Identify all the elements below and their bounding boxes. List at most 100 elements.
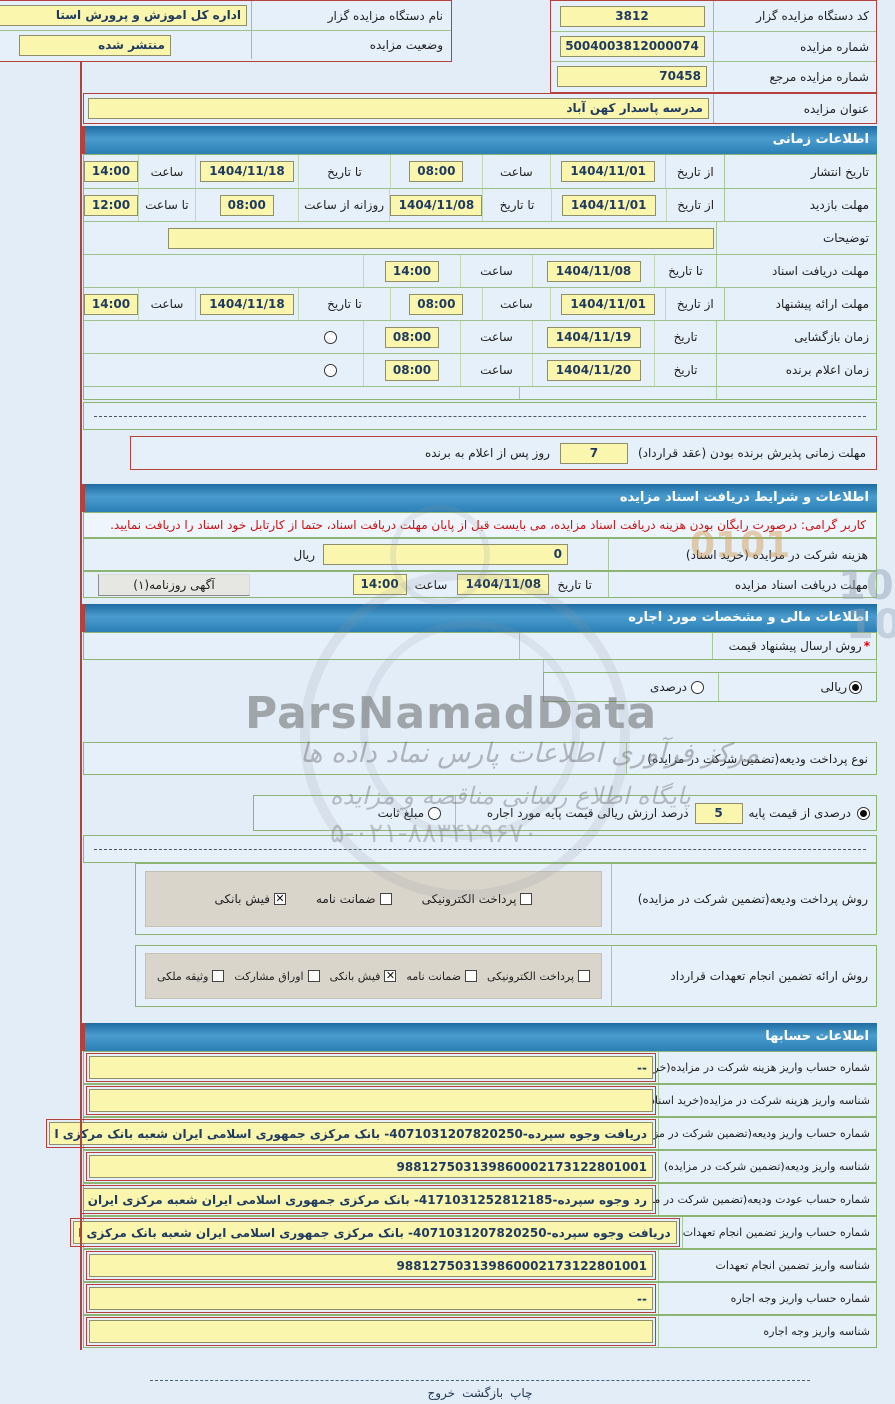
time-field[interactable]: 14:00: [385, 260, 439, 282]
time-field[interactable]: 14:00: [84, 293, 139, 315]
account-value-box: 988127503139860002173122801001: [86, 1152, 656, 1181]
newspaper-ad-button[interactable]: آگهی روزنامه(۱): [98, 573, 250, 596]
time-field[interactable]: 08:00: [385, 326, 439, 348]
option-guarantee-letter: ضمانت نامه: [316, 892, 392, 906]
row-label: مهلت بازدید: [724, 189, 876, 221]
percent-base-option: درصدی از قیمت پایه 5 درصد ارزش ریالی قیم…: [456, 796, 876, 830]
winner-acceptance-label: مهلت زمانی پذیرش برنده بودن (عقد قرارداد…: [637, 446, 866, 460]
date-field[interactable]: 1404/11/18: [199, 293, 294, 315]
account-label: شماره حساب واریز هزینه شرکت در مزایده(خر…: [613, 1052, 876, 1083]
fixed-amount-radio[interactable]: [428, 806, 441, 820]
exit-link[interactable]: خروج: [427, 1386, 456, 1400]
bank-slip-checkbox[interactable]: [384, 969, 397, 982]
date-field[interactable]: 1404/11/08: [546, 260, 641, 282]
guarantee-letter-checkbox[interactable]: [379, 893, 392, 905]
percent-radio[interactable]: [691, 680, 704, 694]
option-guarantee-letter: ضمانت نامه: [406, 970, 478, 983]
agency-code-field[interactable]: 3812: [559, 5, 705, 27]
time-field[interactable]: 14:00: [84, 161, 139, 182]
section-header-docs: اطلاعات و شرایط دریافت اسناد مزایده: [82, 484, 877, 512]
time-field[interactable]: 08:00: [219, 194, 274, 216]
winner-acceptance-days-field[interactable]: 7: [559, 442, 628, 464]
table-row: شماره مزایده مرجع 70458: [551, 61, 876, 91]
docs-deadline-time-field[interactable]: 14:00: [352, 574, 407, 595]
electronic-payment-checkbox[interactable]: [578, 970, 591, 982]
time-field[interactable]: 08:00: [409, 161, 464, 182]
price-method-label: روش ارسال پیشنهاد قیمت: [728, 639, 862, 653]
account-value-field[interactable]: --: [89, 1287, 653, 1310]
guarantee-letter-checkbox[interactable]: [465, 970, 478, 982]
account-value-field[interactable]: رد وجوه سپرده-4171031252812185- بانک مرک…: [82, 1188, 653, 1211]
electronic-payment-checkbox[interactable]: [520, 893, 533, 905]
auction-title-field[interactable]: مدرسه پاسدار کهن آباد: [88, 98, 709, 119]
account-label: شناسه واریز وجه اجاره: [658, 1316, 876, 1347]
reference-number-label: شماره مزایده مرجع: [713, 62, 876, 91]
date-field[interactable]: 1404/11/19: [546, 326, 641, 348]
time-field[interactable]: 08:00: [409, 293, 464, 315]
participation-fee-field[interactable]: 0: [323, 544, 568, 565]
rial-radio[interactable]: [849, 680, 862, 694]
participation-fee-label: هزینه شرکت در مزایده (خرید اسناد): [608, 539, 876, 570]
description-field[interactable]: [168, 227, 714, 249]
account-value-field[interactable]: دریافت وجوه سپرده-4071031207820250- بانک…: [73, 1221, 677, 1244]
account-value-field[interactable]: 988127503139860002173122801001: [89, 1155, 653, 1178]
percent-base-radio[interactable]: [857, 806, 870, 820]
price-method-label-cell: * روش ارسال پیشنهاد قیمت: [712, 633, 876, 659]
footer-links: چاپ بازگشت خروج: [83, 1386, 877, 1400]
account-value-field[interactable]: دریافت وجوه سپرده-4071031207820250- بانک…: [49, 1122, 653, 1145]
date-field[interactable]: 1404/11/08: [390, 194, 483, 216]
account-row: شناسه واریز وجه اجاره: [83, 1315, 877, 1348]
sub-label: تاریخ: [654, 354, 716, 386]
account-value-field[interactable]: 988127503139860002173122801001: [89, 1254, 653, 1277]
opening-time-row: زمان بازگشایی تاریخ 1404/11/19 ساعت 08:0…: [84, 320, 876, 353]
account-label: شماره حساب واریز تضمین انجام تعهدات: [681, 1217, 876, 1248]
participation-bonds-checkbox[interactable]: [307, 970, 320, 982]
account-value-field[interactable]: [89, 1320, 653, 1343]
print-link[interactable]: چاپ: [510, 1386, 533, 1400]
table-row: نام دستگاه مزایده گزار اداره کل اموزش و …: [0, 1, 451, 30]
account-value-field[interactable]: [89, 1089, 653, 1112]
auction-status-field[interactable]: منتشر شده: [19, 34, 171, 56]
sub-label: تا ساعت: [138, 189, 195, 221]
deposit-type-row: نوع پرداخت ودیعه(تضمین شرکت در مزایده): [83, 742, 877, 775]
sub-label: از تاریخ: [665, 189, 725, 221]
back-link[interactable]: بازگشت: [462, 1386, 504, 1400]
account-label: شناسه واریز هزینه شرکت در مزایده(خرید اس…: [646, 1085, 876, 1116]
winner-announce-radio[interactable]: [324, 363, 337, 377]
price-method-options-row: ریالی درصدی: [543, 672, 877, 702]
agency-name-field[interactable]: اداره کل اموزش و پرورش استا: [0, 5, 247, 26]
date-field[interactable]: 1404/11/18: [199, 161, 294, 182]
bank-slip-checkbox[interactable]: [273, 892, 286, 905]
visit-deadline-row: مهلت بازدید از تاریخ 1404/11/01 تا تاریخ…: [84, 188, 876, 221]
opening-radio[interactable]: [324, 330, 337, 344]
time-field[interactable]: 08:00: [385, 359, 439, 381]
date-field[interactable]: 1404/11/01: [561, 293, 656, 315]
footer-dashed-line: [150, 1380, 810, 1381]
percent-base-label: درصدی از قیمت پایه: [748, 806, 851, 820]
property-collateral-checkbox[interactable]: [212, 970, 225, 982]
guarantee-method-label: روش ارائه تضمین انجام تعهدات قرارداد: [611, 946, 876, 1006]
auction-id-left-table: نام دستگاه مزایده گزار اداره کل اموزش و …: [0, 0, 452, 62]
date-field[interactable]: 1404/11/20: [546, 359, 641, 381]
time-info-table: تاریخ انتشار از تاریخ 1404/11/01 ساعت 08…: [83, 154, 877, 400]
docs-deadline-date-field[interactable]: 1404/11/08: [457, 574, 550, 595]
account-value-field[interactable]: --: [89, 1056, 653, 1079]
auction-id-tables: کد دستگاه مزایده گزار 3812 شماره مزایده …: [0, 0, 877, 124]
account-row: شناسه واریز تضمین انجام تعهدات 988127503…: [83, 1249, 877, 1282]
date-field[interactable]: 1404/11/01: [561, 161, 656, 182]
reference-number-field[interactable]: 70458: [557, 66, 707, 87]
sub-label: ساعت: [460, 354, 532, 386]
sub-label: روزانه از ساعت: [297, 189, 390, 221]
percent-desc: درصد ارزش ریالی قیمت پایه مورد اجاره: [486, 806, 689, 820]
time-field[interactable]: 12:00: [84, 194, 138, 216]
account-row: شماره حساب واریز ودیعه(تضمین شرکت در مزا…: [46, 1117, 877, 1150]
date-field[interactable]: 1404/11/01: [561, 194, 656, 216]
winner-acceptance-suffix: روز پس از اعلام به برنده: [424, 446, 550, 460]
option-bank-slip: فیش بانکی: [330, 969, 397, 983]
row-label: تاریخ انتشار: [724, 155, 876, 188]
option-label: پرداخت الکترونیکی: [487, 969, 575, 983]
auction-number-field[interactable]: 5004003812000074: [559, 36, 705, 57]
fixed-amount-label: مبلغ ثابت: [377, 806, 424, 820]
percent-value-field[interactable]: 5: [694, 802, 743, 824]
